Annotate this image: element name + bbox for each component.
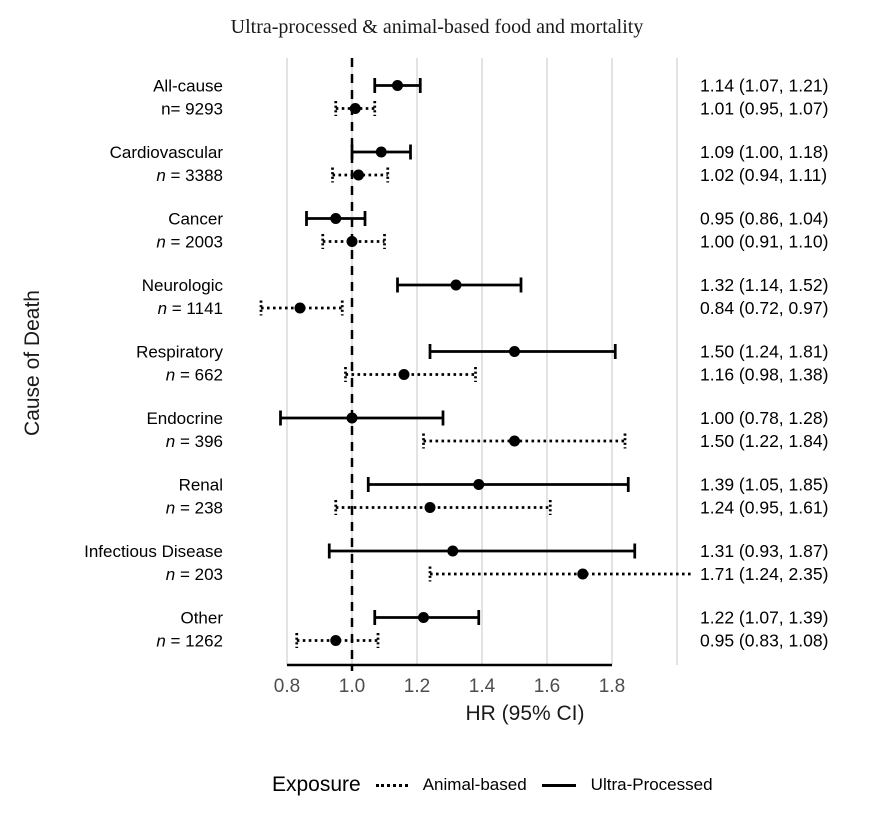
- n-label: n= 9293: [161, 100, 223, 119]
- point-ultra-processed: [450, 279, 462, 291]
- value-label-animal-based: 1.02 (0.94, 1.11): [700, 165, 827, 185]
- value-label-animal-based: 0.95 (0.83, 1.08): [700, 631, 828, 651]
- x-tick-label: 1.0: [339, 676, 365, 697]
- x-tick-label: 1.8: [599, 676, 625, 697]
- legend: Exposure Animal-based Ultra-Processed: [272, 772, 713, 798]
- point-ultra-processed: [447, 545, 459, 557]
- n-label: n = 396: [166, 432, 223, 451]
- cause-label: Neurologic: [142, 276, 224, 295]
- point-ultra-processed: [418, 612, 429, 623]
- point-ultra-processed: [346, 412, 358, 424]
- cause-label: Cancer: [168, 210, 223, 229]
- value-label-ultra-processed: 1.22 (1.07, 1.39): [700, 608, 828, 628]
- value-label-ultra-processed: 1.50 (1.24, 1.81): [700, 342, 828, 362]
- point-ultra-processed: [509, 346, 520, 357]
- point-animal-based: [346, 236, 358, 247]
- value-label-ultra-processed: 1.00 (0.78, 1.28): [700, 408, 828, 428]
- n-label: n = 203: [166, 565, 223, 584]
- chart-title: Ultra-processed & animal-based food and …: [230, 16, 644, 38]
- point-ultra-processed: [473, 479, 485, 490]
- point-animal-based: [294, 302, 306, 314]
- n-label: n = 3388: [156, 166, 223, 185]
- cause-label: All-cause: [153, 77, 223, 96]
- legend-item-ultra-processed: Ultra-Processed: [590, 775, 713, 794]
- cause-label: Renal: [179, 476, 223, 495]
- x-tick-label: 1.6: [534, 676, 560, 697]
- cause-label: Endocrine: [146, 409, 223, 428]
- cause-label: Cardiovascular: [110, 143, 224, 162]
- cause-label: Infectious Disease: [84, 542, 223, 561]
- value-label-animal-based: 1.24 (0.95, 1.61): [700, 498, 828, 518]
- legend-title: Exposure: [272, 773, 361, 796]
- value-label-ultra-processed: 0.95 (0.86, 1.04): [700, 209, 828, 229]
- value-label-animal-based: 1.16 (0.98, 1.38): [700, 365, 828, 385]
- x-tick-label: 0.8: [274, 676, 300, 697]
- x-axis-label: HR (95% CI): [465, 702, 585, 725]
- x-tick-label: 1.4: [469, 676, 496, 697]
- point-animal-based: [424, 502, 436, 513]
- point-ultra-processed: [392, 80, 403, 91]
- n-label: n = 1262: [156, 632, 223, 651]
- n-label: n = 1141: [158, 299, 223, 318]
- solid-line-icon: [541, 783, 576, 787]
- value-label-ultra-processed: 1.31 (0.93, 1.87): [700, 541, 828, 561]
- n-label: n = 2003: [156, 233, 223, 252]
- point-animal-based: [353, 169, 364, 181]
- point-ultra-processed: [330, 213, 342, 224]
- value-label-ultra-processed: 1.32 (1.14, 1.52): [700, 275, 828, 295]
- cause-label: Other: [180, 609, 223, 628]
- cause-label: Respiratory: [136, 343, 223, 362]
- point-animal-based: [509, 435, 520, 447]
- point-animal-based: [349, 103, 361, 114]
- point-animal-based: [577, 568, 589, 580]
- value-label-animal-based: 1.00 (0.91, 1.10): [700, 232, 828, 252]
- x-tick-label: 1.2: [404, 676, 430, 697]
- legend-item-animal-based: Animal-based: [422, 775, 527, 794]
- n-label: n = 238: [166, 499, 223, 518]
- point-animal-based: [398, 369, 410, 380]
- dotted-line-icon: [375, 783, 408, 787]
- value-label-animal-based: 1.01 (0.95, 1.07): [700, 99, 828, 119]
- point-animal-based: [330, 635, 342, 646]
- value-label-animal-based: 1.71 (1.24, 2.35): [700, 564, 828, 584]
- value-label-animal-based: 0.84 (0.72, 0.97): [700, 298, 828, 318]
- value-label-ultra-processed: 1.39 (1.05, 1.85): [700, 475, 828, 495]
- value-label-ultra-processed: 1.14 (1.07, 1.21): [700, 76, 828, 96]
- point-ultra-processed: [375, 146, 387, 158]
- n-label: n = 662: [166, 366, 223, 385]
- value-label-ultra-processed: 1.09 (1.00, 1.18): [700, 142, 828, 162]
- forest-plot: All-cause n= 9293 1.14 (1.07, 1.21) 1.01 (0…: [84, 58, 828, 697]
- value-label-animal-based: 1.50 (1.22, 1.84): [700, 431, 828, 451]
